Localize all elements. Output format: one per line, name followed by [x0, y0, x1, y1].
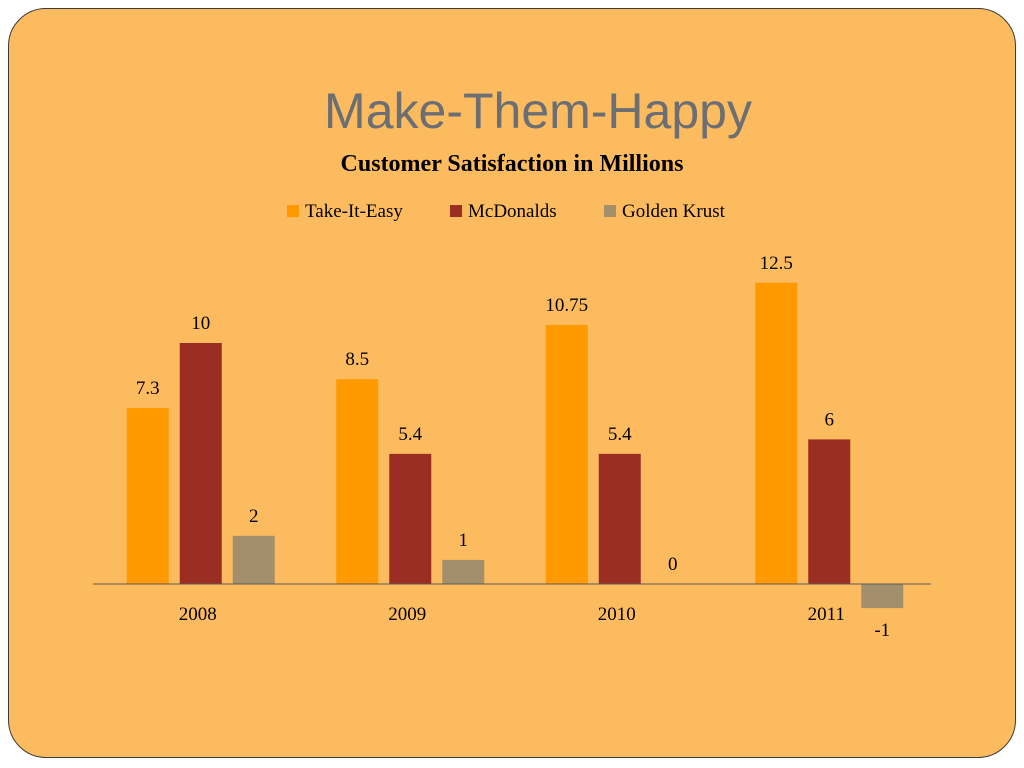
data-label-take-it-easy-2011: 12.5 [760, 253, 793, 274]
x-axis-tick-labels: 2008 2009 2010 2011 [179, 604, 845, 625]
bar-mcdonalds-2011 [808, 439, 851, 584]
legend-label-mcdonalds: McDonalds [468, 201, 557, 222]
chart-bars [126, 282, 904, 609]
x-tick-label-2011: 2011 [808, 604, 845, 625]
bar-golden-krust-2011 [861, 584, 904, 609]
legend-label-golden-krust: Golden Krust [622, 201, 726, 222]
data-label-mcdonalds-2008: 10 [191, 313, 210, 334]
bar-take-it-easy-2010 [545, 324, 588, 584]
slide-title: Make-Them-Happy [324, 83, 752, 139]
bar-take-it-easy-2009 [336, 379, 379, 584]
slide-background [8, 8, 1016, 758]
data-label-golden-krust-2010: 0 [668, 554, 678, 575]
bar-golden-krust-2009 [442, 559, 485, 584]
legend-label-take-it-easy: Take-It-Easy [305, 201, 403, 222]
data-label-golden-krust-2008: 2 [249, 506, 259, 527]
bar-golden-krust-2008 [232, 535, 275, 584]
chart-legend: Take-It-Easy McDonalds Golden Krust [287, 201, 726, 222]
bar-take-it-easy-2008 [126, 408, 169, 584]
bar-mcdonalds-2010 [598, 453, 641, 584]
chart-title: Customer Satisfaction in Millions [341, 151, 684, 177]
data-label-mcdonalds-2010: 5.4 [608, 424, 632, 445]
legend-swatch-golden-krust [604, 205, 616, 217]
data-label-take-it-easy-2008: 7.3 [136, 378, 160, 399]
data-label-mcdonalds-2009: 5.4 [398, 424, 422, 445]
data-labels: 7.3 10 2 8.5 5.4 1 10.75 5.4 0 12.5 6 -1 [136, 253, 890, 641]
data-label-golden-krust-2009: 1 [459, 530, 469, 551]
bar-mcdonalds-2009 [389, 453, 432, 584]
x-tick-label-2009: 2009 [388, 604, 426, 625]
legend-swatch-take-it-easy [287, 205, 299, 217]
data-label-take-it-easy-2010: 10.75 [545, 295, 588, 316]
bar-take-it-easy-2011 [755, 282, 798, 584]
data-label-take-it-easy-2009: 8.5 [345, 349, 369, 370]
bar-mcdonalds-2008 [179, 343, 222, 584]
data-label-golden-krust-2011: -1 [874, 620, 890, 641]
data-label-mcdonalds-2011: 6 [825, 409, 835, 430]
x-tick-label-2008: 2008 [179, 604, 217, 625]
x-tick-label-2010: 2010 [598, 604, 636, 625]
legend-swatch-mcdonalds [450, 205, 462, 217]
